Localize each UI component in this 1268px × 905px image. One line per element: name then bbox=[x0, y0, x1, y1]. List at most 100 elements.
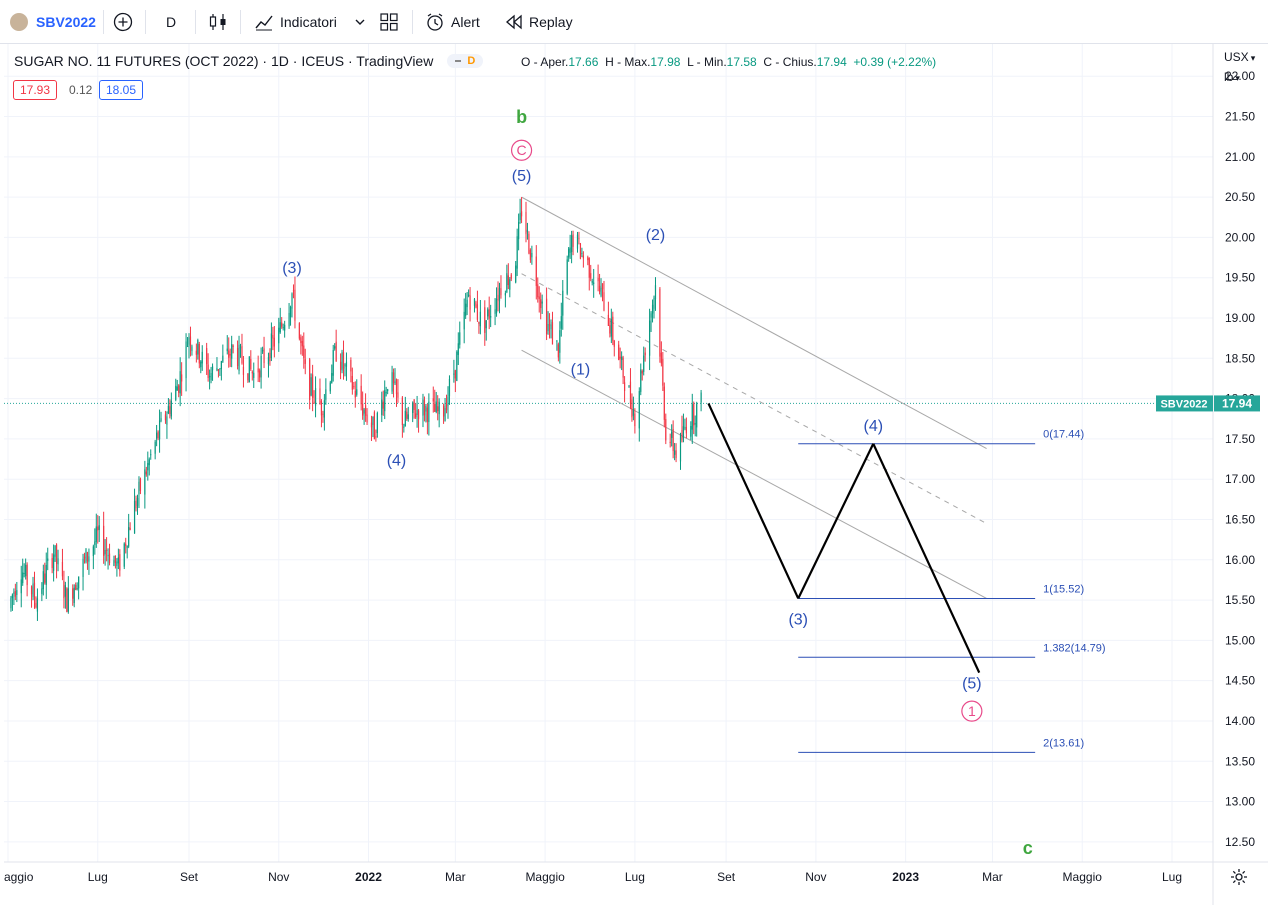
candle-body bbox=[219, 368, 221, 370]
candle-body bbox=[597, 277, 599, 282]
candle-body bbox=[693, 403, 695, 426]
candle-body bbox=[119, 554, 121, 571]
candle-body bbox=[231, 344, 233, 359]
candle-body bbox=[444, 408, 446, 422]
candle-body bbox=[232, 345, 234, 347]
top-toolbar: SBV2022 D Indicatori bbox=[0, 0, 1268, 44]
candle-body bbox=[557, 344, 559, 358]
data-badge[interactable]: D bbox=[447, 54, 484, 68]
interval-button[interactable]: D bbox=[166, 0, 176, 44]
candle-body bbox=[392, 372, 395, 384]
compare-button[interactable] bbox=[113, 0, 133, 44]
candle-body bbox=[66, 588, 68, 613]
y-tick-label: 21.50 bbox=[1225, 110, 1255, 124]
candle-body bbox=[323, 400, 325, 418]
chart-settings-button[interactable] bbox=[1229, 867, 1249, 887]
price-chart[interactable]: 0(17.44) 1(15.52) 1.382(14.79) 2(13.61) bC (… bbox=[4, 44, 1268, 905]
currency-dropdown[interactable]: USX ▾ bbox=[1224, 50, 1255, 64]
buy-button[interactable]: 18.05 bbox=[99, 80, 144, 100]
alert-button[interactable]: Alert bbox=[425, 0, 480, 44]
candle-body bbox=[619, 356, 621, 359]
candle-body bbox=[342, 352, 345, 369]
candle-body bbox=[197, 339, 199, 355]
y-tick-label: 14.50 bbox=[1225, 674, 1255, 688]
candle-body bbox=[466, 299, 468, 308]
candle-body bbox=[304, 359, 306, 364]
candle-body bbox=[47, 558, 49, 561]
candle-body bbox=[360, 385, 362, 405]
wave-label-circle bbox=[961, 700, 983, 722]
candle-body bbox=[176, 386, 178, 391]
candle-body bbox=[588, 258, 590, 278]
ohlc-values: O - Aper.17.66 H - Max.17.98 L - Min.17.… bbox=[521, 55, 936, 69]
symbol-tag-label: SBV2022 bbox=[1160, 398, 1207, 410]
candle-body bbox=[209, 376, 211, 378]
candle-body bbox=[504, 293, 506, 296]
candle-body bbox=[403, 426, 405, 428]
candle-body bbox=[593, 282, 595, 284]
y-tick-label: 19.50 bbox=[1225, 271, 1255, 285]
symbol-price-tag bbox=[1156, 395, 1213, 412]
open-label: O - Aper. bbox=[521, 55, 569, 69]
candle-body bbox=[158, 420, 161, 440]
candle-body bbox=[129, 527, 131, 530]
y-tick-label: 16.50 bbox=[1225, 512, 1255, 526]
x-tick-label: aggio bbox=[4, 870, 34, 884]
symbol-label: SBV2022 bbox=[36, 14, 96, 30]
candle-body bbox=[57, 558, 59, 565]
wave-label-circle bbox=[510, 139, 533, 161]
candle-body bbox=[590, 273, 592, 279]
plus-circle-icon bbox=[113, 12, 133, 32]
chevron-down-icon bbox=[355, 19, 365, 25]
change-value: +0.39 bbox=[853, 55, 884, 69]
candle-body bbox=[30, 586, 33, 595]
candle-body bbox=[384, 390, 386, 412]
candle-body bbox=[92, 546, 94, 557]
candle-body bbox=[354, 390, 356, 398]
fib-level-label: 0(17.44) bbox=[1043, 429, 1084, 441]
layout-button[interactable] bbox=[380, 0, 398, 44]
symbol-search-button[interactable]: SBV2022 bbox=[10, 0, 96, 44]
candle-body bbox=[591, 280, 593, 283]
candle-body bbox=[281, 322, 283, 327]
candle-body bbox=[490, 316, 492, 318]
candle-body bbox=[248, 356, 250, 383]
candle-body bbox=[291, 293, 293, 309]
candle-body bbox=[438, 401, 440, 415]
indicators-button[interactable]: Indicatori bbox=[254, 0, 337, 44]
candle-body bbox=[136, 498, 139, 506]
wave-label: (5) bbox=[962, 676, 982, 693]
candle-body bbox=[313, 401, 315, 403]
channel-upper-line bbox=[521, 196, 987, 450]
candle-body bbox=[251, 371, 253, 374]
candle-body bbox=[125, 543, 127, 547]
candle-body bbox=[164, 414, 167, 421]
chart-type-button[interactable] bbox=[209, 0, 227, 44]
templates-dropdown[interactable] bbox=[354, 0, 366, 44]
candle-body bbox=[485, 320, 487, 329]
sell-button[interactable]: 17.93 bbox=[13, 80, 58, 100]
candle-body bbox=[139, 478, 142, 492]
y-tick-label: 17.50 bbox=[1225, 432, 1255, 446]
candle-body bbox=[320, 401, 323, 416]
chart-area[interactable]: 0(17.44) 1(15.52) 1.382(14.79) 2(13.61) b C (… bbox=[4, 44, 1268, 905]
fib-level-label: 2(13.61) bbox=[1043, 737, 1084, 749]
candle-body bbox=[10, 597, 12, 609]
y-tick-label: 18.50 bbox=[1225, 351, 1255, 365]
candle-body bbox=[529, 249, 532, 260]
replay-button[interactable]: Replay bbox=[505, 0, 573, 44]
candle-body bbox=[506, 273, 508, 293]
candle-body bbox=[36, 598, 39, 612]
axes: 22.00 21.50 21.00 20.50 20.00 19.50 19.00 18.50… bbox=[4, 44, 1268, 905]
candle-body bbox=[578, 238, 580, 240]
candle-body bbox=[206, 348, 208, 365]
candle-body bbox=[53, 554, 55, 571]
candle-body bbox=[631, 399, 633, 418]
y-tick-label: 20.50 bbox=[1225, 190, 1255, 204]
candle-body bbox=[126, 546, 128, 548]
candle-body bbox=[353, 386, 355, 388]
candle-body bbox=[166, 416, 168, 425]
candle-body bbox=[484, 307, 486, 333]
unit-dropdown[interactable]: lb ▾ bbox=[1224, 70, 1240, 84]
candle-body bbox=[362, 403, 364, 416]
